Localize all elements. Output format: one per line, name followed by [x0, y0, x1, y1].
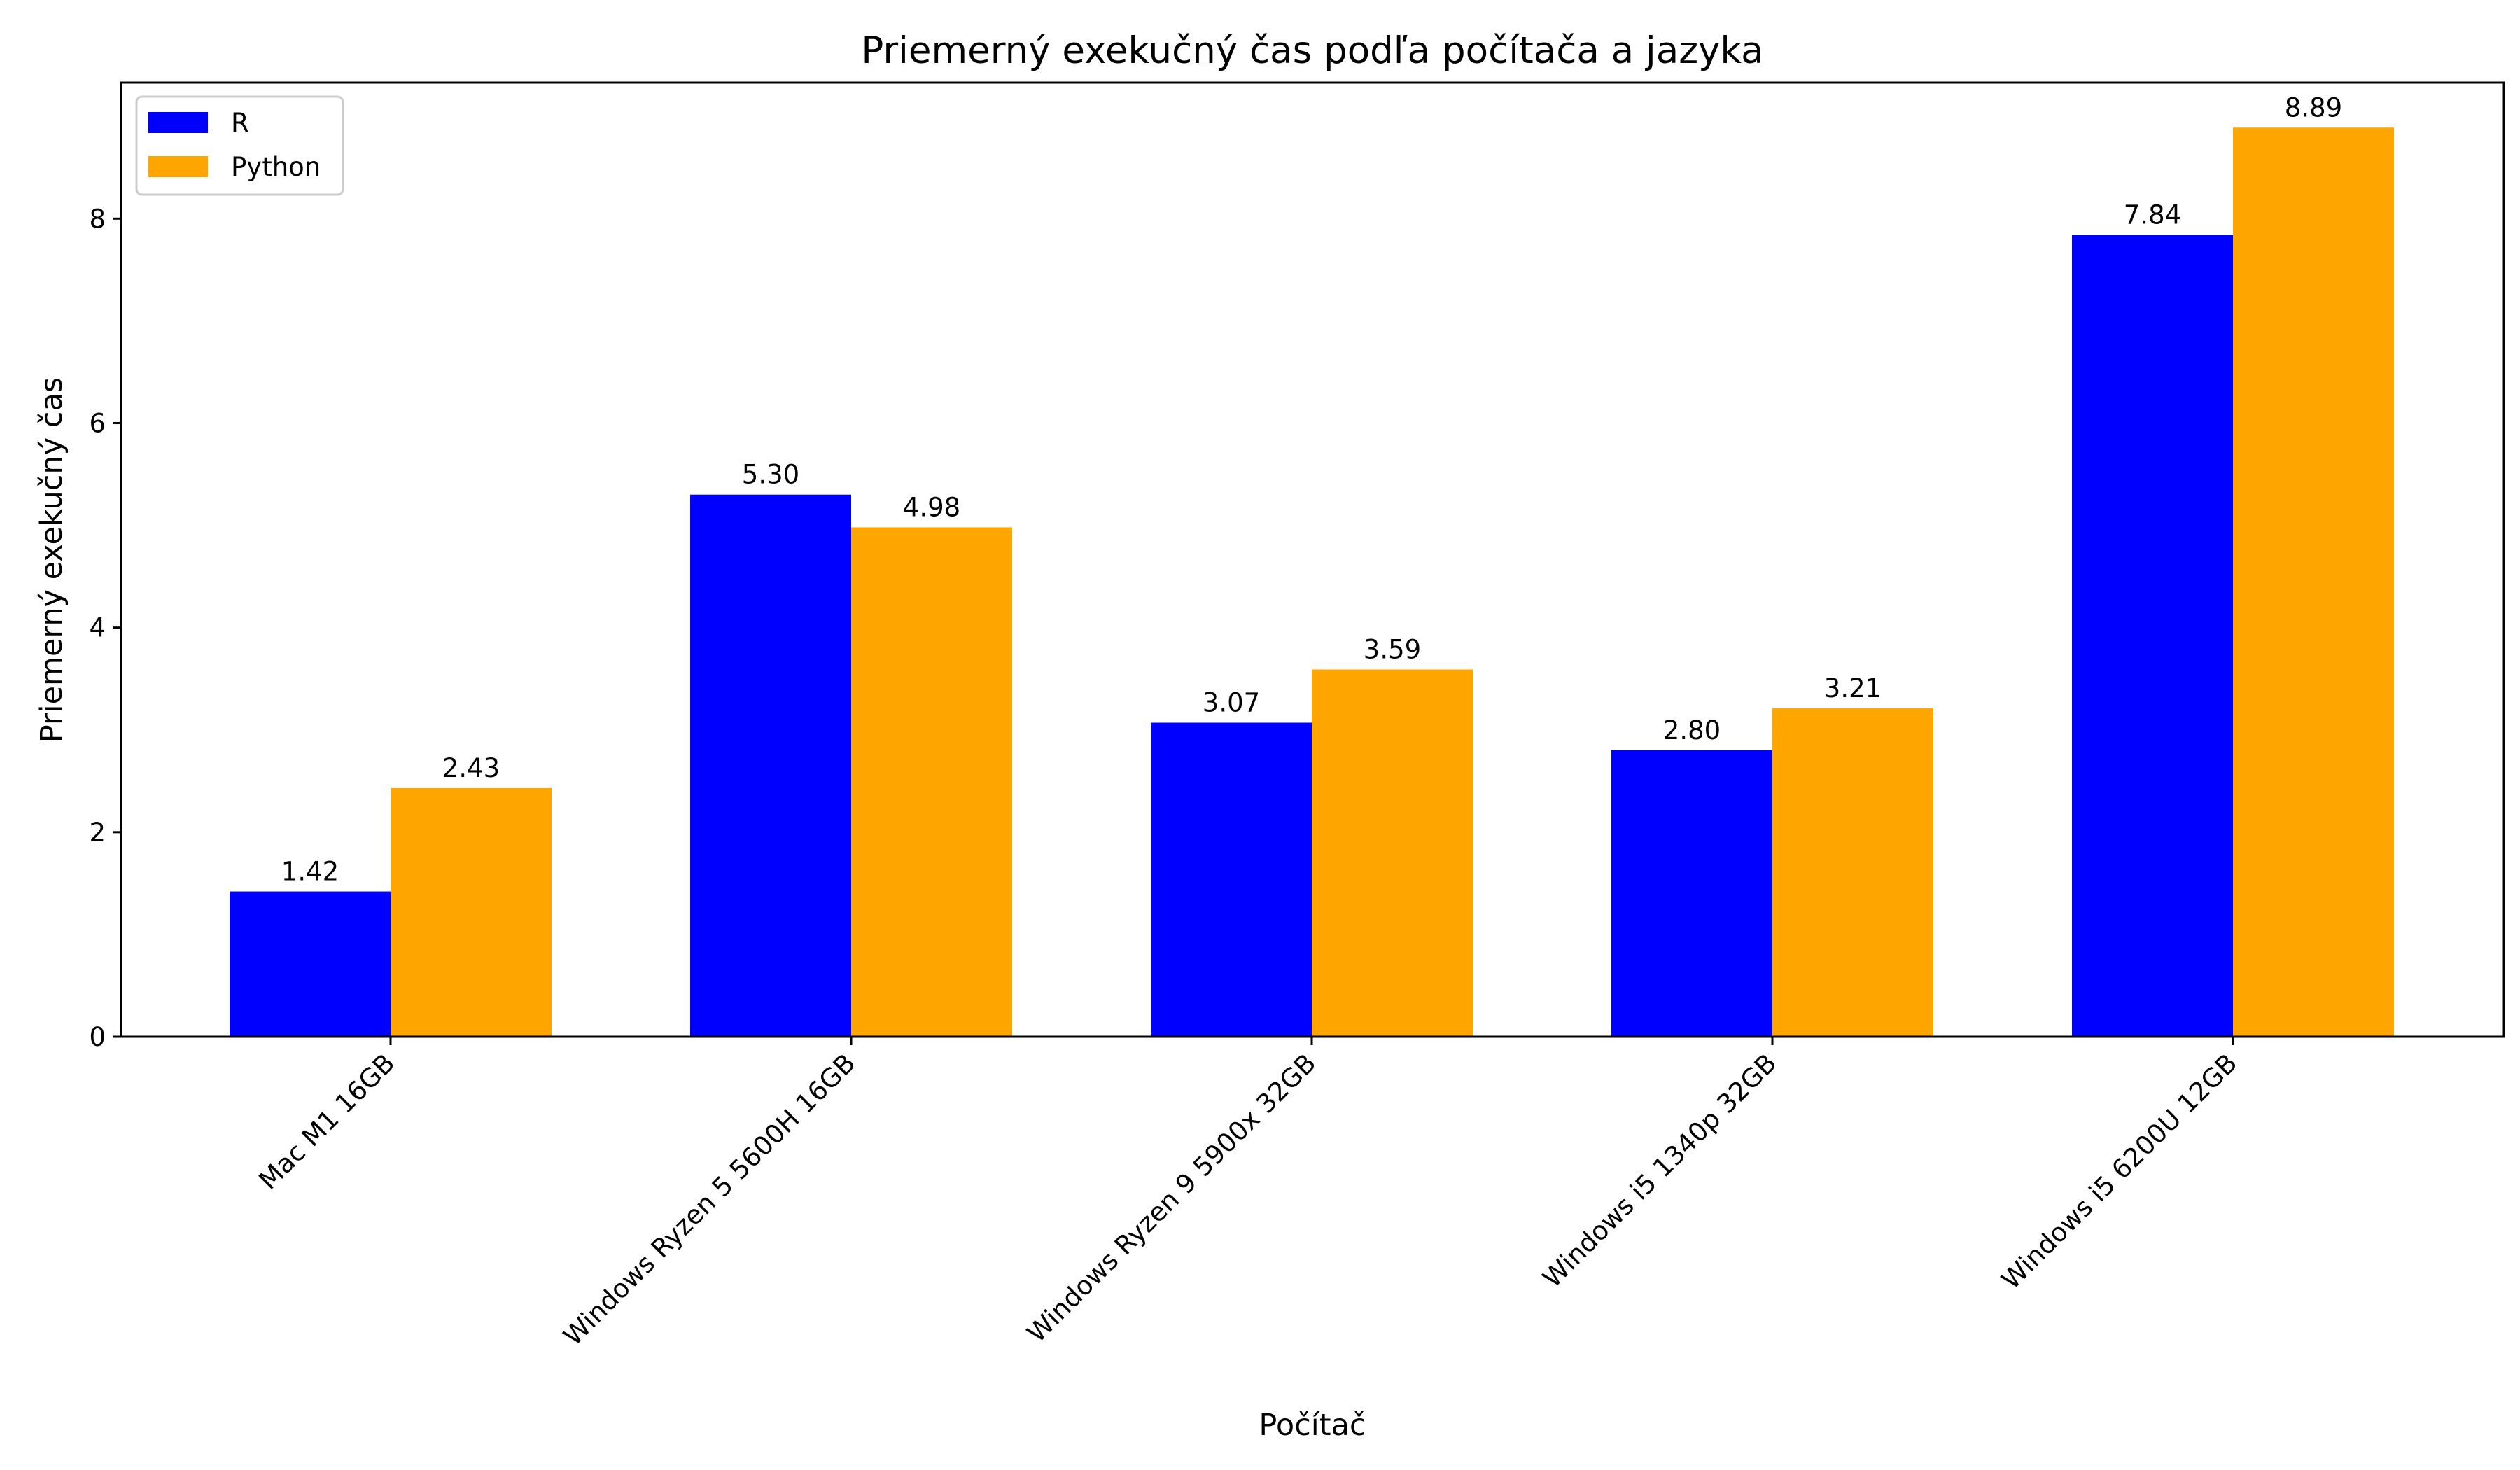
y-tick-label: 6 [89, 408, 106, 438]
bar-r [1151, 722, 1312, 1037]
legend-swatch [148, 112, 208, 133]
x-tick-label: Mac M1 16GB [253, 1048, 401, 1196]
x-tick-label: Windows Ryzen 5 5600H 16GB [558, 1048, 862, 1352]
bar-python [2233, 127, 2394, 1037]
bar-python [1312, 669, 1473, 1037]
y-tick-label: 4 [89, 613, 106, 643]
legend-label: Python [231, 152, 321, 182]
legend: R Python [135, 95, 344, 196]
y-axis: 0 2 4 6 8 [89, 204, 121, 1052]
bar-value-label: 1.42 [281, 857, 339, 887]
bar-value-label: 2.80 [1663, 715, 1721, 746]
bar-value-label: 7.84 [2124, 200, 2181, 230]
bar-value-label: 4.98 [903, 492, 960, 522]
bar-r [690, 494, 851, 1037]
bar-r [1611, 750, 1772, 1037]
bar-value-label: 2.43 [442, 753, 500, 783]
x-axis: Mac M1 16GB Windows Ryzen 5 5600H 16GB Win… [253, 1037, 2243, 1352]
y-tick-label: 2 [89, 818, 106, 848]
bar-value-label: 3.21 [1824, 673, 1882, 704]
y-axis-label: Priemerný exekučný čas [34, 377, 69, 743]
bars-group [230, 127, 2394, 1037]
bar-python [1772, 708, 1933, 1037]
legend-swatch [148, 156, 208, 177]
y-tick-label: 0 [89, 1022, 106, 1052]
x-axis-label: Počítač [1259, 1408, 1366, 1443]
bar-value-label: 8.89 [2285, 92, 2342, 122]
bar-value-label: 3.59 [1364, 635, 1421, 665]
bar-python [391, 788, 552, 1037]
bar-labels-group: 1.42 2.43 5.30 4.98 3.07 3.59 2.80 3.21 7.84 8.89 [281, 92, 2342, 886]
x-tick-label: Windows i5 1340p 32GB [1537, 1048, 1783, 1294]
bar-r [230, 891, 391, 1037]
x-tick-label: Windows Ryzen 9 5900x 32GB [1021, 1048, 1322, 1348]
y-tick-label: 8 [89, 204, 106, 234]
chart-title: Priemerný exekučný čas podľa počítača a … [861, 29, 1763, 72]
bar-value-label: 3.07 [1203, 688, 1260, 718]
bar-python [851, 527, 1012, 1037]
bar-r [2072, 234, 2233, 1037]
bar-value-label: 5.30 [742, 460, 799, 490]
x-tick-label: Windows i5 6200U 12GB [1996, 1048, 2243, 1295]
legend-label: R [231, 108, 249, 138]
